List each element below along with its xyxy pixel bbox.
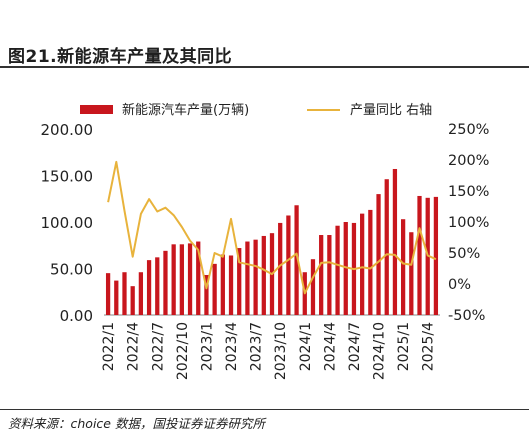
bar: [253, 239, 258, 315]
x-tick-label: 2025/1: [396, 322, 412, 371]
bar: [310, 259, 316, 315]
legend-label-line: 产量同比 右轴: [350, 103, 432, 118]
bar: [196, 241, 201, 315]
bar: [417, 195, 422, 315]
x-tick-label: 2024/10: [372, 322, 388, 380]
y-left-tick-label: 150.00: [41, 168, 94, 186]
x-tick-label: 2024/7: [347, 322, 363, 371]
y-left-tick-label: 0.00: [60, 307, 93, 325]
bar: [212, 263, 217, 315]
y-right-tick-label: 250%: [448, 122, 489, 138]
bar: [171, 244, 176, 315]
bar: [146, 260, 152, 315]
bar: [105, 273, 111, 315]
bar: [368, 209, 373, 315]
y-right-tick-label: 200%: [448, 153, 489, 169]
x-tick-label: 2023/1: [199, 322, 215, 371]
bar: [409, 232, 414, 315]
bar: [204, 275, 209, 315]
bar: [179, 244, 184, 315]
x-tick-label: 2023/10: [273, 322, 289, 380]
y-right-tick-label: -50%: [448, 308, 485, 324]
bar: [130, 286, 135, 315]
bar: [286, 215, 291, 315]
line-series: [107, 160, 437, 295]
x-tick-label: 2024/4: [322, 322, 338, 371]
bar: [155, 257, 160, 315]
bar: [343, 222, 348, 315]
x-tick-label: 2022/7: [150, 322, 166, 371]
bar: [319, 235, 324, 315]
bar: [245, 241, 250, 315]
x-tick-label: 2023/4: [224, 322, 240, 371]
bar: [294, 205, 299, 315]
bar: [335, 225, 340, 315]
chart-axes: 0.00 50.00 100.00 150.00 200.00 -50% 0% 50% 100%…: [41, 121, 490, 380]
bar: [187, 243, 193, 315]
x-tick-label: 2022/1: [101, 322, 117, 371]
bar: [327, 235, 332, 315]
chart-legend: 新能源汽车产量(万辆) 产量同比 右轴: [80, 102, 432, 118]
bar: [237, 248, 242, 315]
y-right-tick-label: 0%: [448, 277, 471, 293]
bar: [278, 222, 283, 315]
bar: [220, 254, 225, 315]
bar: [384, 179, 389, 315]
y-right-tick-label: 150%: [448, 184, 489, 200]
bar: [392, 168, 398, 315]
y-left-tick-label: 100.00: [41, 214, 94, 232]
x-tick-label: 2025/4: [421, 322, 437, 371]
x-tick-label: 2022/10: [175, 322, 191, 380]
yoy-line: [107, 160, 437, 295]
bar: [163, 250, 168, 315]
y-left-tick-label: 200.00: [41, 121, 94, 139]
x-tick-label: 2023/7: [249, 322, 265, 371]
bar: [122, 272, 127, 315]
x-tick-label: 2024/1: [298, 322, 314, 371]
legend-label-bar: 新能源汽车产量(万辆): [122, 102, 249, 118]
bar: [138, 272, 144, 315]
figure-title: 图21.新能源车产量及其同比: [8, 47, 233, 67]
title-divider: [0, 66, 529, 68]
bar: [433, 196, 439, 315]
source-note: 资料来源：choice 数据，国投证券证券研究所: [8, 416, 265, 431]
chart-canvas: 新能源汽车产量(万辆) 产量同比 右轴 0.00 50.00 100.00 150.0…: [41, 102, 490, 380]
bar-series: [105, 168, 439, 315]
bar: [360, 213, 365, 315]
bar: [376, 194, 381, 315]
legend-swatch-bar: [80, 105, 113, 114]
footer-divider: [0, 409, 529, 410]
y-right-tick-label: 50%: [448, 246, 480, 262]
x-tick-label: 2022/4: [126, 322, 142, 371]
y-left-tick-label: 50.00: [50, 261, 93, 279]
bar: [400, 219, 406, 315]
bar: [114, 280, 119, 315]
bar: [261, 235, 266, 315]
bar: [228, 255, 234, 315]
y-right-tick-label: 100%: [448, 215, 489, 231]
